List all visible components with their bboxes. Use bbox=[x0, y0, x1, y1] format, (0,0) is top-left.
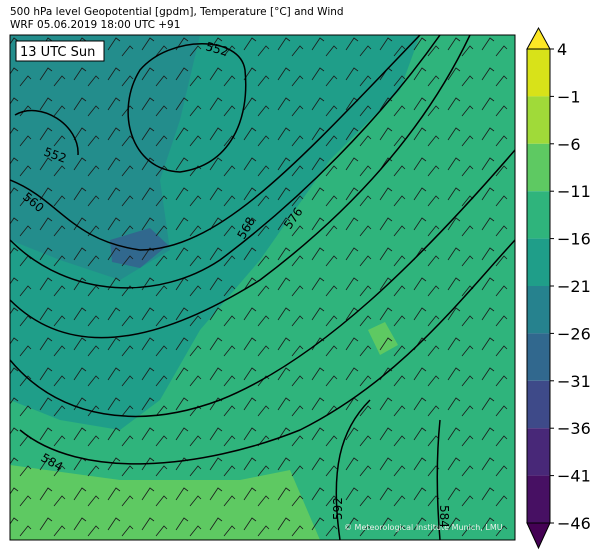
colorbar-band bbox=[527, 428, 550, 476]
colorbar-label: −36 bbox=[557, 419, 591, 438]
credit: © Meteorological Institute Munich, LMU bbox=[344, 523, 503, 532]
colorbar-band bbox=[527, 49, 550, 97]
contour-line bbox=[19, 239, 515, 465]
contour-line bbox=[10, 149, 515, 418]
map-frame bbox=[9, 34, 516, 541]
contour-label: 584 bbox=[437, 505, 451, 528]
colorbar-band bbox=[527, 238, 550, 286]
contour-line bbox=[14, 109, 79, 156]
contour-line bbox=[10, 35, 421, 251]
colorbar-label: −1 bbox=[557, 87, 581, 106]
contour-line bbox=[10, 35, 441, 289]
colorbar-label: −6 bbox=[557, 135, 581, 154]
colorbar-band bbox=[527, 380, 550, 429]
contour-line bbox=[436, 419, 441, 540]
subtitle: WRF 05.06.2019 18:00 UTC +91 bbox=[10, 19, 180, 31]
title: 500 hPa level Geopotential [gpdm], Tempe… bbox=[10, 6, 344, 18]
colorbar-label: −21 bbox=[557, 277, 591, 296]
colorbar-label: −31 bbox=[557, 372, 591, 391]
wind-barbs bbox=[10, 35, 515, 540]
colorbar-label: −16 bbox=[557, 230, 591, 249]
contour-line bbox=[127, 43, 247, 173]
colorbar-band bbox=[527, 286, 550, 334]
colorbar-band bbox=[527, 143, 550, 192]
colorbar-label: −26 bbox=[557, 324, 591, 343]
colorbar-extend bbox=[526, 26, 551, 50]
time-box bbox=[15, 40, 105, 62]
colorbar-extend bbox=[526, 522, 551, 550]
colorbar-band bbox=[527, 191, 550, 239]
map-area bbox=[10, 35, 515, 540]
time-label: 13 UTC Sun bbox=[20, 45, 95, 60]
contour-label: 592 bbox=[331, 497, 345, 520]
colorbar-label: 4 bbox=[557, 40, 567, 59]
contour-label: 552 bbox=[204, 39, 230, 58]
colorbar-label: −41 bbox=[557, 467, 591, 486]
colorbar-label: −46 bbox=[557, 514, 591, 533]
contour-line bbox=[10, 35, 471, 339]
colorbar-band bbox=[527, 333, 550, 381]
colorbar-band bbox=[527, 475, 550, 523]
colorbar-label: −11 bbox=[557, 182, 591, 201]
colorbar-band bbox=[527, 96, 550, 144]
contour-line bbox=[335, 399, 371, 540]
